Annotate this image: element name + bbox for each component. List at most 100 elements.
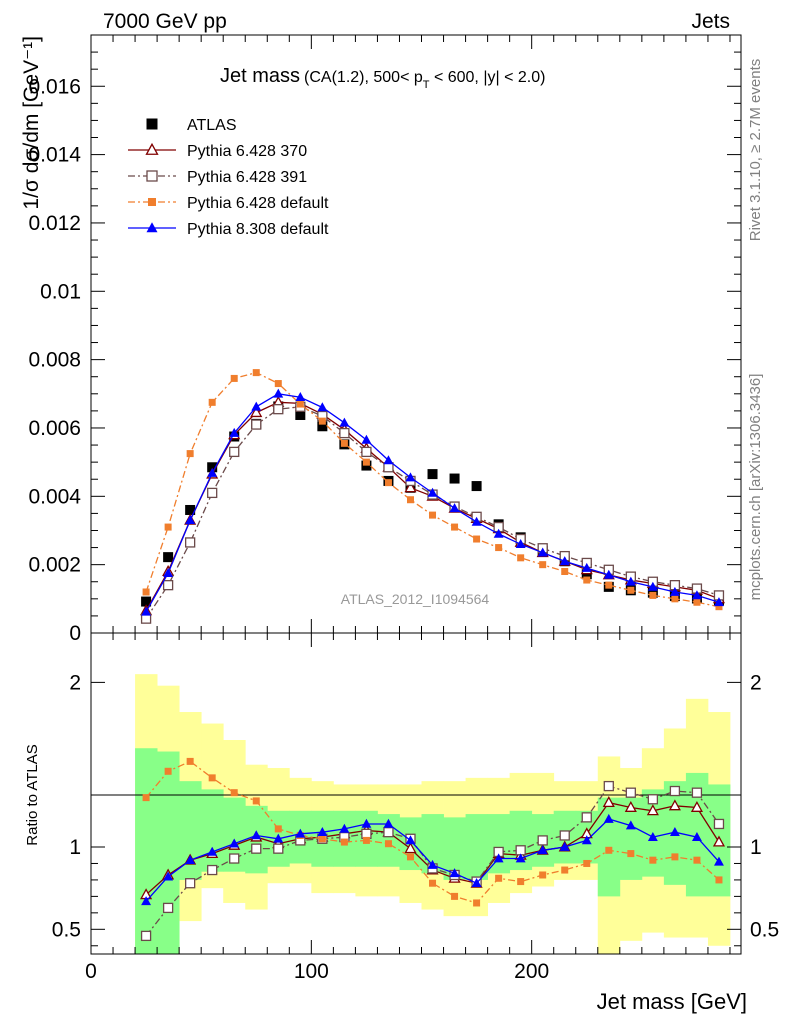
data-point bbox=[252, 369, 260, 377]
data-point bbox=[517, 554, 525, 562]
data-point bbox=[473, 535, 481, 543]
data-point bbox=[714, 597, 724, 607]
data-point bbox=[208, 398, 216, 406]
ratio-point bbox=[451, 892, 459, 900]
ratio-y-tick-labels: 0.5 0.5 1 1 2 2 bbox=[52, 671, 779, 941]
plot-title: Jet mass (CA(1.2), 500< pT < 600, |y| < 2… bbox=[220, 65, 545, 91]
main-series-group bbox=[140, 369, 726, 624]
data-point bbox=[273, 404, 284, 415]
ratio-point bbox=[517, 878, 525, 886]
data-point bbox=[207, 462, 218, 473]
ratio-point bbox=[471, 878, 482, 888]
series-pythia-6-428-default bbox=[142, 369, 723, 611]
ratio-line bbox=[145, 760, 720, 904]
data-point bbox=[715, 603, 723, 611]
data-point bbox=[429, 511, 437, 519]
data-point bbox=[627, 586, 635, 594]
data-point bbox=[383, 455, 394, 465]
ratio-point bbox=[539, 871, 547, 879]
ratio-point bbox=[691, 831, 702, 841]
series-pythia-6-428-370 bbox=[140, 395, 726, 616]
data-point bbox=[163, 568, 174, 578]
legend-entry-pythia-6-428-391: Pythia 6.428 391 bbox=[128, 169, 307, 186]
legend-marker bbox=[146, 222, 158, 233]
ratio-point bbox=[362, 836, 370, 844]
data-point bbox=[318, 417, 326, 425]
ratio-point bbox=[713, 818, 725, 830]
ratio-point bbox=[207, 846, 218, 856]
ratio-point bbox=[229, 838, 240, 848]
data-point bbox=[559, 556, 570, 566]
data-point bbox=[274, 380, 282, 388]
ratio-point bbox=[624, 800, 637, 812]
ratio-point bbox=[473, 899, 481, 907]
ratio-point bbox=[581, 835, 592, 845]
ratio-point bbox=[164, 767, 172, 775]
data-point bbox=[207, 467, 218, 477]
ratio-point bbox=[668, 799, 681, 811]
header-right: Jets bbox=[691, 10, 730, 33]
ratio-point bbox=[714, 856, 724, 866]
ratio-y-tick-label-left: 0.5 bbox=[52, 918, 81, 941]
data-point bbox=[561, 567, 569, 575]
ratio-point bbox=[273, 833, 284, 843]
ratio-point bbox=[318, 835, 326, 843]
legend-entry-pythia-6-428-370: Pythia 6.428 370 bbox=[128, 142, 307, 160]
legend-label: Pythia 6.428 391 bbox=[187, 169, 307, 186]
ratio-point bbox=[142, 794, 150, 802]
x-axis-label: Jet mass [GeV] bbox=[597, 989, 747, 1014]
main-y-tick-label: 0.002 bbox=[28, 554, 81, 577]
ratio-series-group bbox=[140, 757, 726, 942]
data-point bbox=[295, 392, 306, 402]
data-point bbox=[406, 496, 414, 504]
data-point bbox=[142, 588, 150, 596]
data-point bbox=[427, 469, 438, 480]
ratio-point bbox=[185, 878, 196, 889]
plot-title-main: Jet mass bbox=[220, 65, 300, 87]
ratio-point bbox=[559, 841, 570, 851]
data-point bbox=[362, 458, 370, 466]
ratio-point bbox=[163, 871, 174, 881]
ratio-point bbox=[339, 823, 350, 833]
data-point bbox=[185, 504, 196, 515]
data-point bbox=[495, 544, 503, 552]
rivet-version-label: Rivet 3.1.10, ≥ 2.7M events bbox=[747, 59, 764, 242]
plot-title-detail-sub: T bbox=[423, 79, 430, 91]
legend-label: Pythia 6.428 default bbox=[187, 195, 329, 212]
ratio-band-inner bbox=[157, 751, 180, 954]
data-point bbox=[693, 598, 701, 606]
data-point bbox=[471, 516, 482, 526]
data-point bbox=[141, 596, 152, 607]
ratio-band-inner bbox=[179, 781, 202, 880]
data-point bbox=[229, 427, 240, 437]
data-point bbox=[251, 419, 262, 430]
ratio-point bbox=[647, 831, 658, 841]
ratio-point bbox=[493, 853, 504, 863]
legend-marker bbox=[148, 198, 156, 206]
data-point bbox=[451, 523, 459, 531]
data-point bbox=[691, 590, 702, 600]
ratio-point bbox=[427, 859, 438, 869]
ratio-point bbox=[605, 846, 613, 854]
legend: ATLAS Pythia 6.428 370 Pythia 6.428 391 Pyt… bbox=[128, 117, 329, 238]
data-point bbox=[185, 515, 196, 525]
data-point bbox=[186, 450, 194, 458]
main-y-tick-label: 0 bbox=[69, 622, 81, 645]
ratio-point bbox=[583, 859, 591, 867]
ratio-point bbox=[625, 820, 636, 830]
analysis-id-label: ATLAS_2012_I1094564 bbox=[341, 591, 490, 607]
ratio-point bbox=[647, 794, 659, 805]
ratio-point bbox=[495, 874, 503, 882]
ratio-point bbox=[207, 864, 218, 876]
data-point bbox=[185, 537, 196, 548]
ratio-point bbox=[669, 785, 681, 797]
ratio-point bbox=[185, 854, 196, 864]
legend-entry-pythia-6-428-default: Pythia 6.428 default bbox=[128, 195, 329, 212]
ratio-point bbox=[251, 830, 262, 840]
data-point bbox=[384, 479, 392, 487]
main-y-tick-labels: 0 0.002 0.004 0.006 0.008 0.01 0.012 0.014 0.016 bbox=[28, 75, 81, 645]
data-point bbox=[537, 547, 548, 557]
ratio-band-inner bbox=[443, 817, 466, 880]
data-point bbox=[405, 472, 416, 482]
